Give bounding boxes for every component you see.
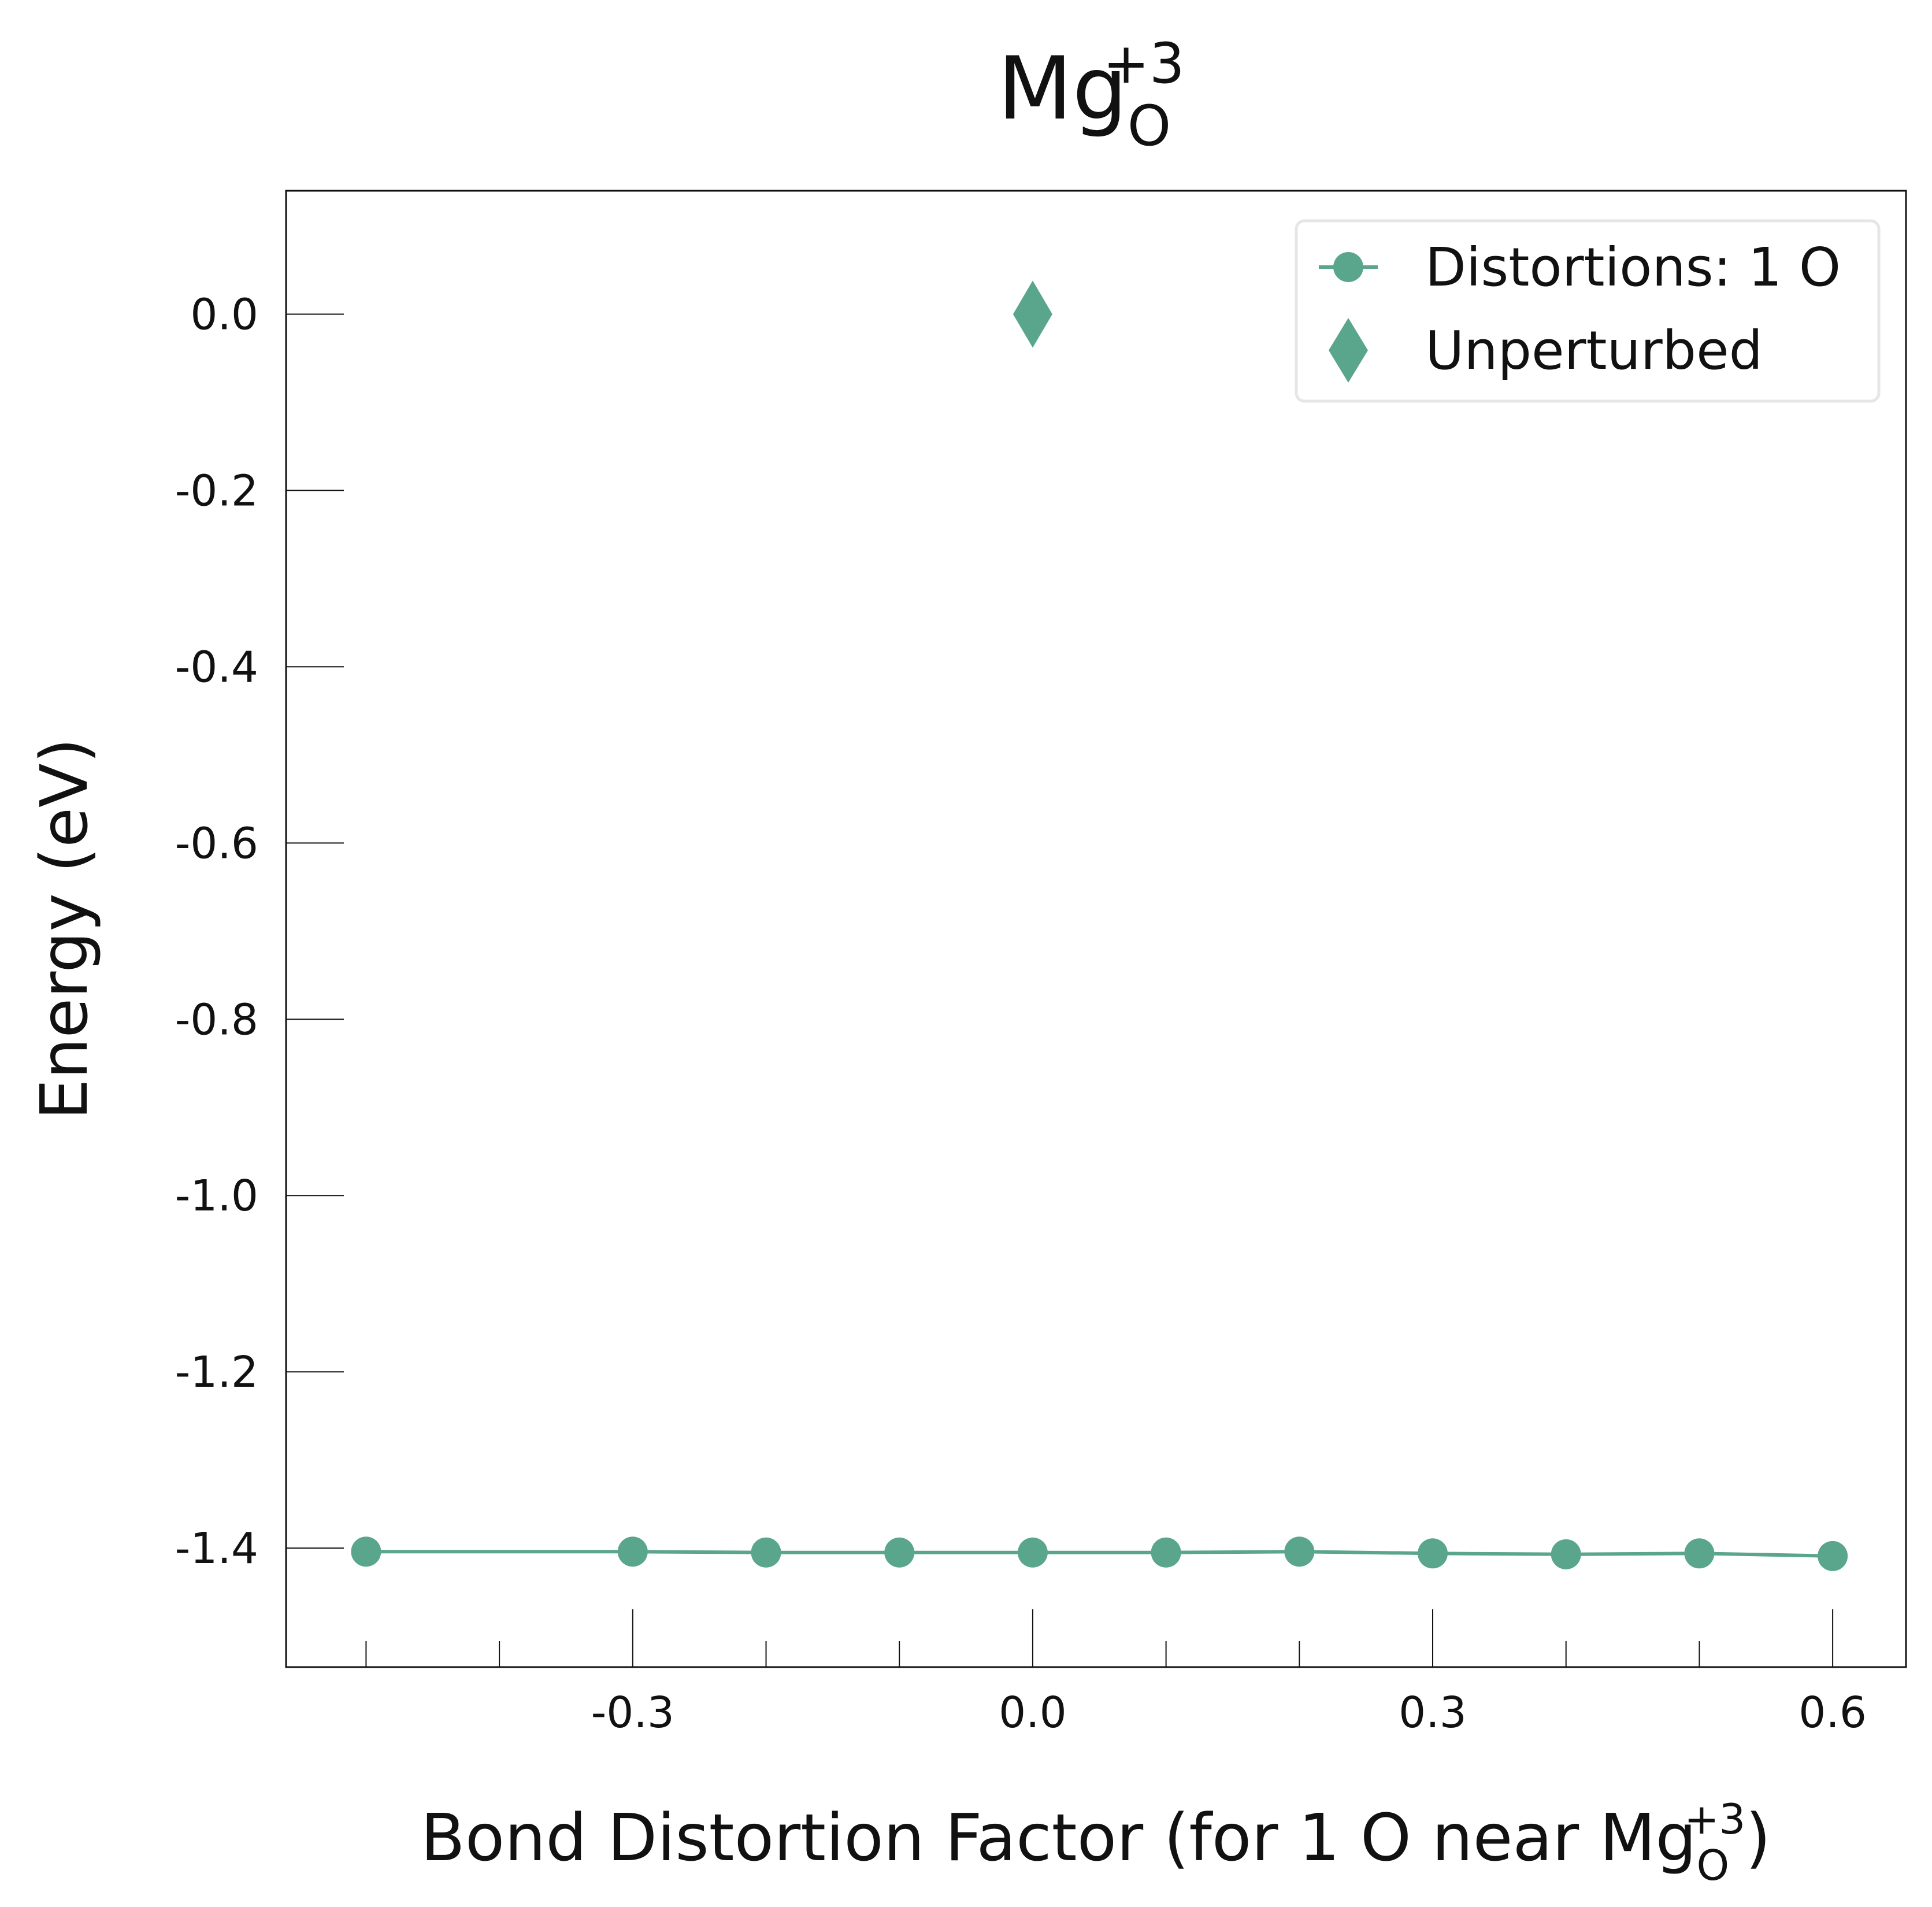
x-axis: -0.3 0.0 0.3 0.6 (365, 1609, 1867, 1738)
data-point (1818, 1541, 1848, 1571)
y-tick-label: -0.6 (175, 819, 258, 868)
y-tick-label: 0.0 (190, 290, 258, 339)
y-tick-label: -1.4 (175, 1524, 258, 1573)
x-tick-label: 0.0 (999, 1688, 1067, 1738)
data-point (1418, 1538, 1448, 1569)
y-axis-title: Energy (eV) (27, 738, 102, 1120)
legend-diamond-marker (1329, 318, 1368, 383)
legend-entry-unperturbed: Unperturbed (1329, 318, 1763, 383)
x-tick-label: 0.3 (1399, 1688, 1467, 1738)
legend-entry-distortions: Distortions: 1 O (1319, 236, 1841, 298)
data-point (1017, 1537, 1048, 1568)
x-tick-label: 0.6 (1798, 1688, 1867, 1738)
data-point (617, 1536, 648, 1567)
x-axis-title: Bond Distortion Factor (for 1 O near MgO… (421, 1795, 1771, 1890)
legend-label-distortions: Distortions: 1 O (1425, 236, 1841, 298)
y-tick-label: -0.8 (175, 995, 258, 1045)
data-point (884, 1537, 915, 1568)
y-tick-label: -1.2 (175, 1347, 258, 1397)
y-tick-label: -0.2 (175, 466, 258, 516)
data-point (351, 1536, 381, 1567)
y-tick-label: -1.0 (175, 1171, 258, 1221)
x-tick-label: -0.3 (591, 1688, 674, 1738)
legend-label-unperturbed: Unperturbed (1425, 320, 1763, 382)
data-point (1551, 1539, 1581, 1569)
plot-area (285, 190, 1907, 1668)
legend: Distortions: 1 O Unperturbed (1295, 219, 1881, 403)
y-axis: 0.0 -0.2 -0.4 -0.6 -0.8 -1.0 -1.2 -1.4 (175, 290, 344, 1573)
data-point (1151, 1537, 1181, 1568)
unperturbed-point (1013, 280, 1052, 348)
data-point (751, 1537, 781, 1568)
chart-title: MgO+3 (997, 31, 1185, 158)
y-tick-label: -0.4 (175, 642, 258, 692)
data-point (1684, 1538, 1715, 1569)
legend-circle-marker (1333, 252, 1363, 282)
legend-box (1295, 219, 1881, 403)
plot-series (351, 280, 1848, 1571)
data-point (1284, 1536, 1315, 1567)
